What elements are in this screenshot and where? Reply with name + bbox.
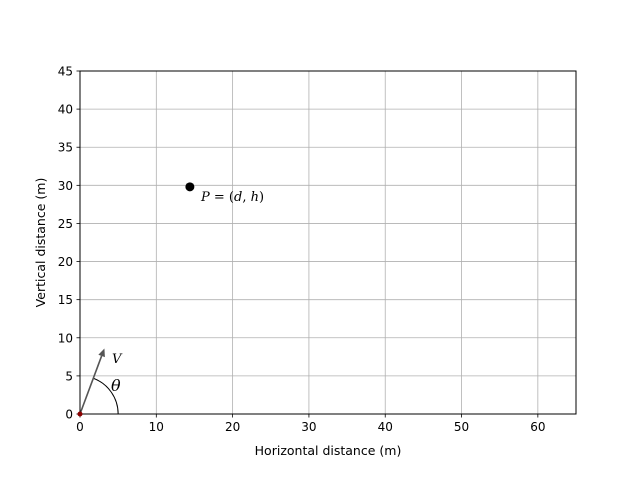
y-tick-label: 30 (58, 179, 73, 193)
point-p-label-d: d (234, 190, 242, 205)
x-tick-label: 10 (149, 420, 164, 434)
annotation-layer (79, 348, 119, 415)
point-p-label-close: ) (259, 190, 264, 205)
point-p-label-h: h (251, 190, 259, 205)
origin-marker (77, 411, 83, 417)
x-tick-label: 20 (225, 420, 240, 434)
x-tick-label: 0 (76, 420, 84, 434)
velocity-label: V (112, 352, 123, 367)
y-tick-label: 25 (58, 217, 73, 231)
velocity-arrow-shaft (79, 355, 103, 415)
angle-theta-label: θ (111, 376, 121, 395)
point-p-label-comma: , (242, 190, 250, 205)
data-points (77, 182, 195, 417)
plot-area-frame (79, 70, 577, 415)
x-tick-label: 40 (378, 420, 393, 434)
x-tick-label: 30 (301, 420, 316, 434)
tick-labels: 0 10 20 30 40 50 60 0 5 10 15 20 25 30 35 40 45 (58, 65, 546, 435)
y-tick-label: 20 (58, 255, 73, 269)
y-tick-label: 35 (58, 141, 73, 155)
y-tick-label: 5 (65, 369, 73, 383)
point-p-label-p: P (200, 190, 210, 205)
y-axis-label: Vertical distance (m) (33, 178, 48, 308)
y-tick-label: 10 (58, 331, 73, 345)
angle-arc (93, 377, 119, 415)
y-tick-label: 40 (58, 103, 73, 117)
x-tick-label: 50 (454, 420, 469, 434)
point-p-marker (185, 182, 195, 192)
y-tick-label: 0 (65, 408, 73, 422)
y-tick-label: 15 (58, 293, 73, 307)
point-p-label-eq: = ( (210, 190, 234, 205)
point-p-label: P = (d, h) (200, 190, 264, 205)
x-axis-label: Horizontal distance (m) (255, 443, 402, 458)
y-tick-label: 45 (58, 65, 73, 79)
x-tick-label: 60 (530, 420, 545, 434)
velocity-arrow-head (98, 348, 105, 358)
